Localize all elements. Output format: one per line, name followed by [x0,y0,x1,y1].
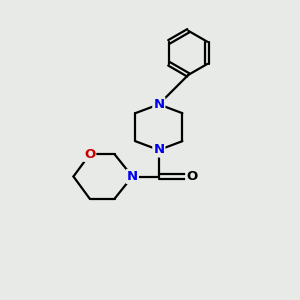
Text: N: N [153,143,164,157]
Text: O: O [84,148,95,161]
Text: O: O [186,170,197,183]
Text: N: N [153,98,164,111]
Text: N: N [127,170,138,183]
